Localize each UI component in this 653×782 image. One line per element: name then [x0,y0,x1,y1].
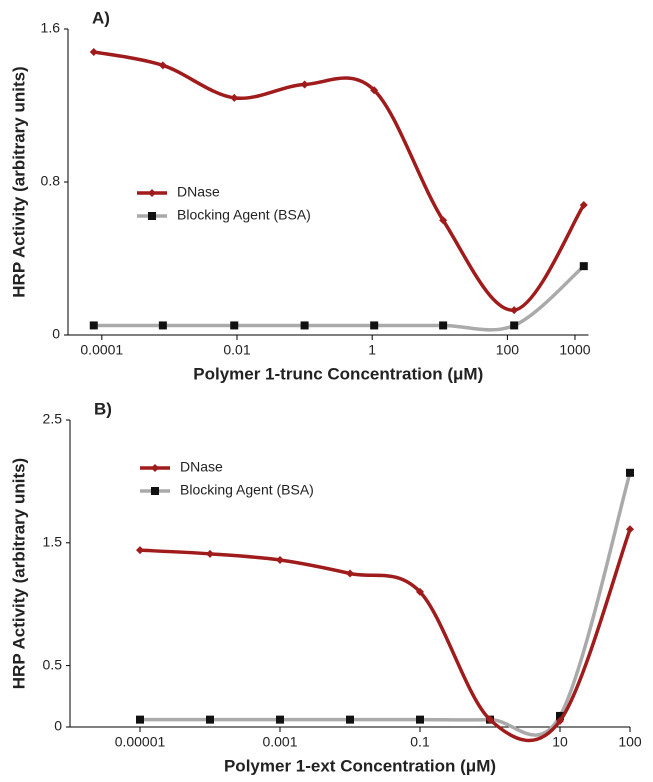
y-axis-label: HRP Activity (arbitrary units) [9,66,28,297]
data-point [579,262,588,271]
legend-label: Blocking Agent (BSA) [180,482,314,498]
x-tick-label: 0.0001 [80,342,123,358]
x-tick-label: 0.1 [410,734,430,750]
y-tick-label: 0.5 [43,656,63,672]
data-point [136,715,144,724]
data-point [158,321,167,330]
data-point [556,716,564,725]
x-axis-label: Polymer 1-trunc Concentration (μM) [193,364,483,383]
data-point [346,715,354,724]
y-tick-label: 0 [52,326,60,342]
data-point [626,525,634,534]
data-point [300,80,309,89]
data-point [556,711,564,720]
y-tick-label: 0.8 [41,173,61,189]
data-point [346,569,354,578]
x-axis-label: Polymer 1-ext Concentration (μM) [224,756,496,775]
legend-marker [151,487,159,495]
data-point [626,468,634,477]
data-point [416,587,424,596]
data-point [89,321,98,330]
x-tick-label: 0.01 [223,342,250,358]
y-axis-label: HRP Activity (arbitrary units) [9,458,28,689]
x-tick-label: 100 [496,342,520,358]
x-tick-label: 0.001 [262,734,297,750]
y-tick-label: 1.6 [41,20,61,36]
data-point [579,200,588,209]
data-point [136,546,144,555]
data-point [370,321,379,330]
x-tick-label: 1 [368,342,376,358]
x-tick-label: 1000 [559,342,590,358]
y-tick-label: 1.5 [43,534,63,550]
x-tick-label: 100 [618,734,642,750]
legend-marker [148,212,156,220]
x-tick-label: 10 [552,734,568,750]
data-point [510,321,519,330]
data-point [206,715,214,724]
data-point [510,306,519,315]
panel-title: B) [94,399,112,418]
data-point [230,321,239,330]
data-point [276,715,284,724]
y-tick-label: 0 [54,718,62,734]
data-line [139,528,632,743]
legend-label: DNase [180,459,223,475]
data-point [486,715,494,724]
data-line [93,50,586,312]
data-point [158,61,167,70]
data-line [93,264,585,332]
legend-label: DNase [177,184,220,200]
data-point [276,555,284,564]
data-point [230,93,239,102]
data-point [206,549,214,558]
panel-title: A) [92,8,110,27]
legend-label: Blocking Agent (BSA) [177,207,311,223]
legend-marker [148,189,156,197]
legend-marker [151,464,159,472]
data-point [300,321,309,330]
data-point [439,216,448,225]
data-point [89,47,98,56]
x-tick-label: 0.00001 [115,734,166,750]
data-line [140,472,632,737]
data-point [370,86,379,95]
data-point [439,321,448,330]
data-point [416,715,424,724]
y-tick-label: 2.5 [43,411,63,427]
